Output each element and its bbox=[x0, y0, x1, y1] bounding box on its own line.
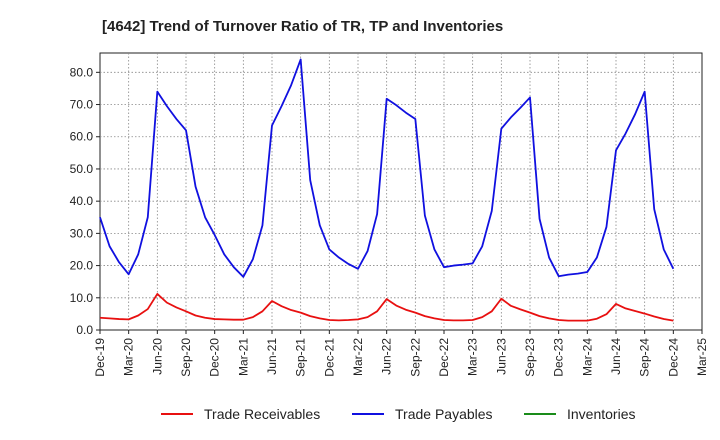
plot-area bbox=[99, 52, 703, 331]
y-tick-label: 40.0 bbox=[70, 194, 94, 208]
x-tick-label: Dec-22 bbox=[437, 338, 451, 377]
legend-item-trade-receivables: Trade Receivables bbox=[161, 406, 320, 422]
x-tick-label: Jun-23 bbox=[494, 338, 508, 375]
x-tick-label: Dec-21 bbox=[322, 338, 336, 377]
legend-item-inventories: Inventories bbox=[524, 406, 635, 422]
x-tick-label: Sep-22 bbox=[408, 338, 422, 377]
legend-label-trade-payables: Trade Payables bbox=[395, 406, 493, 422]
legend-item-trade-payables: Trade Payables bbox=[352, 406, 493, 422]
x-tick-label: Sep-20 bbox=[179, 338, 193, 377]
y-tick-label: 70.0 bbox=[70, 98, 94, 112]
x-tick-label: Sep-23 bbox=[523, 338, 537, 377]
x-tick-label: Jun-20 bbox=[150, 338, 164, 375]
y-tick-label: 20.0 bbox=[70, 259, 94, 273]
y-tick-label: 80.0 bbox=[70, 65, 94, 79]
x-tick-label: Dec-24 bbox=[666, 338, 680, 377]
x-tick-label: Mar-23 bbox=[466, 338, 480, 376]
series-line-trade-receivables bbox=[99, 293, 674, 322]
y-tick-label: 60.0 bbox=[70, 130, 94, 144]
x-tick-label: Jun-24 bbox=[609, 338, 623, 375]
x-tick-label: Dec-23 bbox=[552, 338, 566, 377]
series-lines bbox=[99, 58, 675, 322]
x-tick-label: Mar-24 bbox=[580, 338, 594, 376]
x-tick-label: Mar-25 bbox=[695, 338, 709, 376]
y-axis: 0.0 10.0 20.0 30.0 40.0 50.0 60.0 70.0 80.0 bbox=[70, 65, 100, 337]
series-line-trade-payables bbox=[99, 58, 675, 278]
x-tick-label: Mar-21 bbox=[236, 338, 250, 376]
x-axis: Dec-19 Mar-20 Jun-20 Sep-20 Dec-20 Mar-21 Jun-… bbox=[93, 330, 709, 377]
x-tick-label: Dec-20 bbox=[208, 338, 222, 377]
y-tick-label: 10.0 bbox=[70, 291, 94, 305]
x-tick-label: Mar-22 bbox=[351, 338, 365, 376]
x-tick-label: Jun-22 bbox=[380, 338, 394, 375]
chart-title: [4642] Trend of Turnover Ratio of TR, TP… bbox=[102, 18, 503, 35]
legend-label-inventories: Inventories bbox=[567, 406, 635, 422]
x-tick-label: Jun-21 bbox=[265, 338, 279, 375]
x-tick-label: Sep-21 bbox=[294, 338, 308, 377]
x-tick-label: Sep-24 bbox=[638, 338, 652, 377]
y-tick-label: 30.0 bbox=[70, 226, 94, 240]
x-tick-label: Dec-19 bbox=[93, 338, 107, 377]
x-tick-label: Mar-20 bbox=[122, 338, 136, 376]
y-tick-label: 0.0 bbox=[76, 323, 93, 337]
y-tick-label: 50.0 bbox=[70, 162, 94, 176]
legend: Trade Receivables Trade Payables Invento… bbox=[161, 406, 635, 422]
legend-label-trade-receivables: Trade Receivables bbox=[204, 406, 320, 422]
